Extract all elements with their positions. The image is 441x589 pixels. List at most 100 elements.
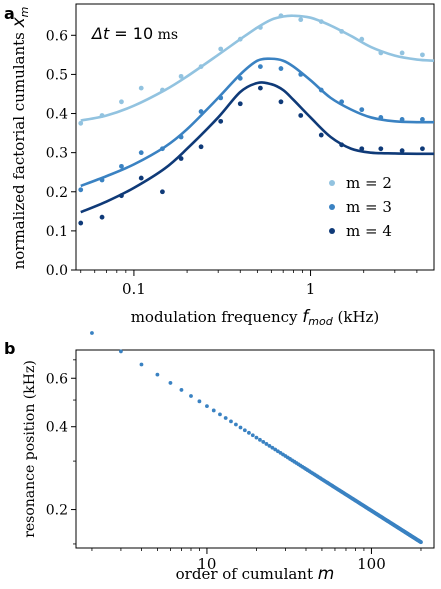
data-point-m3 [237,75,243,81]
fit-curve-m4 [80,81,435,214]
data-point-b [211,408,216,413]
data-point-m4 [119,193,124,199]
y-axis-label-b: resonance position (kHz) [22,360,38,538]
data-point-b [234,422,238,427]
data-point-b [247,430,251,435]
panel-a: a 0.0 0.1 0.2 0.3 0.4 0.5 0.6 0.1 1 Δt = 10 ms m… [4,3,435,328]
data-point-m2 [119,99,124,105]
data-point-m2 [378,50,384,56]
data-point-m4 [198,144,204,150]
data-point-m3 [198,109,204,114]
y-tick-label-a: 0.2 [46,185,68,201]
data-point-m4 [160,189,165,195]
data-point-m2 [138,85,144,91]
data-point-m4 [298,113,304,118]
y-tick-label-a: 0.4 [46,107,68,123]
plot-frame-a [75,3,435,271]
x-tick-label-b: 100 [357,555,386,573]
x-axis-label-b: order of cumulant m [176,564,335,584]
y-tick-label-a: 0.0 [46,263,68,279]
data-point-m2 [278,13,284,19]
data-point-m4 [218,118,224,124]
panel-label-a: a [4,4,15,23]
data-point-b [168,381,173,385]
data-point-m3 [399,116,405,122]
data-point-m3 [178,134,184,140]
data-point-m2 [298,17,304,23]
data-point-m4 [378,146,384,152]
data-points-a [78,13,425,226]
data-point-b [261,440,266,444]
data-point-m2 [339,28,345,34]
data-point-m4 [138,175,144,181]
data-point-m3 [359,107,365,113]
x-tick-label-a: 0.1 [122,280,146,298]
data-point-m3 [420,116,425,122]
data-point-b [205,404,209,409]
x-tick-label-a: 1 [306,280,316,298]
data-point-b [179,388,184,392]
x-axis-label-a: modulation frequency fmod (kHz) [131,307,380,328]
data-point-m3 [378,115,384,120]
data-point-m2 [318,19,324,25]
data-point-b [119,349,123,354]
data-point-m2 [237,36,243,42]
data-point-m2 [218,46,224,52]
data-point-m4 [318,132,324,138]
data-point-b [218,412,222,417]
data-point-m4 [78,220,84,226]
data-point-m4 [99,214,105,220]
data-point-m3 [339,99,345,105]
data-point-m2 [178,73,184,79]
y-tick-label-b: 0.2 [46,503,68,519]
data-point-m3 [160,146,165,152]
data-point-m2 [160,87,165,93]
data-point-b [229,419,233,424]
annotation-delta-t: Δt = 10 ms [90,24,178,43]
data-point-m3 [119,163,124,169]
data-point-b [254,435,259,440]
data-point-b [223,416,228,420]
legend-label-m3: m = 3 [346,198,392,216]
data-point-m2 [399,50,405,56]
data-point-m3 [138,150,144,156]
y-tick-label-b: 0.6 [46,371,68,387]
data-point-b [258,437,262,442]
data-points-b [90,331,423,545]
legend-label-m2: m = 2 [346,174,392,192]
data-point-b [155,372,160,377]
y-tick-label-a: 0.5 [46,67,68,83]
data-point-b [197,399,202,404]
data-point-b [189,394,193,398]
y-tick-label-b: 0.4 [46,420,68,436]
data-point-b [264,442,269,446]
panel-label-b: b [4,339,15,358]
data-point-b [419,540,423,545]
data-point-m4 [237,101,243,107]
data-point-m3 [78,187,84,193]
data-point-b [139,362,144,367]
data-point-m2 [78,120,84,126]
legend-marker-m2 [329,180,335,186]
data-point-m4 [178,156,184,161]
legend-marker-m4 [329,228,335,234]
data-point-m4 [420,146,425,152]
data-point-m3 [257,64,263,69]
data-point-b [273,447,278,452]
axes-a: 0.0 0.1 0.2 0.3 0.4 0.5 0.6 0.1 1 [46,28,418,298]
axes-b: 0.2 0.4 0.6 10 100 [46,359,422,573]
plot-frame-b [75,349,435,549]
data-point-b [242,428,247,433]
data-point-b [238,425,243,430]
y-axis-label-a: normalized factorial cumulants xm [9,7,31,270]
data-point-m2 [198,64,204,69]
legend-label-m4: m = 4 [346,222,392,240]
panel-b: b 0.2 0.4 0.6 10 100 order of cumulant m res… [4,331,435,584]
data-point-m3 [218,95,224,101]
data-point-m4 [257,85,263,91]
data-point-m2 [99,113,105,118]
legend-a: m = 2 m = 3 m = 4 [329,174,392,240]
y-tick-label-a: 0.3 [46,146,68,162]
data-point-b [90,331,94,335]
data-point-m2 [420,52,425,58]
